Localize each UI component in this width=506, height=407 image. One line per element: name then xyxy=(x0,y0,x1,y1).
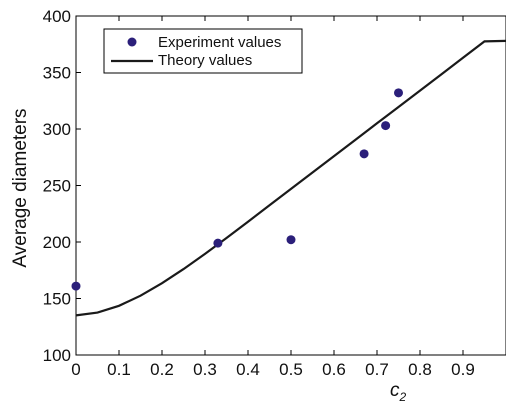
x-axis-title-subscript: 2 xyxy=(399,390,407,404)
x-axis-title-main: c xyxy=(390,380,400,401)
legend-box xyxy=(103,28,303,74)
y-axis-title: Average diameters xyxy=(10,108,31,267)
x-tick-label: 0.1 xyxy=(107,360,131,379)
y-tick-label: 100 xyxy=(43,346,71,365)
y-tick-label: 350 xyxy=(43,64,71,83)
y-tick-label: 300 xyxy=(43,120,71,139)
x-tick-label: 0.2 xyxy=(150,360,174,379)
experiment-point xyxy=(213,238,223,248)
legend-label-experiment: Experiment values xyxy=(158,34,281,51)
legend-marker-experiment xyxy=(127,37,137,47)
y-tick-label: 250 xyxy=(43,177,71,196)
x-tick-label: 0.8 xyxy=(408,360,432,379)
experiment-point xyxy=(359,149,369,159)
experiment-points xyxy=(71,88,403,291)
ticks xyxy=(75,15,464,356)
x-tick-label: 0.7 xyxy=(365,360,389,379)
legend: Experiment values Theory values xyxy=(103,28,303,74)
experiment-point xyxy=(394,88,403,98)
x-tick-label: 0.6 xyxy=(322,360,346,379)
legend-label-theory: Theory values xyxy=(158,52,252,69)
x-tick-label: 0.3 xyxy=(193,360,217,379)
x-tick-label: 0 xyxy=(71,360,80,379)
experiment-point xyxy=(71,281,81,291)
x-tick-label: 0.9 xyxy=(451,360,475,379)
tick-labels: 0 0.1 0.2 0.3 0.4 0.5 0.6 0.7 0.8 0.9 100 150 200 250… xyxy=(43,7,475,379)
x-tick-label: 0.5 xyxy=(279,360,303,379)
y-tick-label: 400 xyxy=(43,7,71,26)
x-tick-label: 0.4 xyxy=(236,360,260,379)
x-axis-title: c2 xyxy=(390,380,407,404)
theory-line xyxy=(75,39,506,317)
y-tick-label: 150 xyxy=(43,290,71,309)
experiment-point xyxy=(381,121,391,131)
y-tick-label: 200 xyxy=(43,233,71,252)
experiment-point xyxy=(286,235,296,245)
